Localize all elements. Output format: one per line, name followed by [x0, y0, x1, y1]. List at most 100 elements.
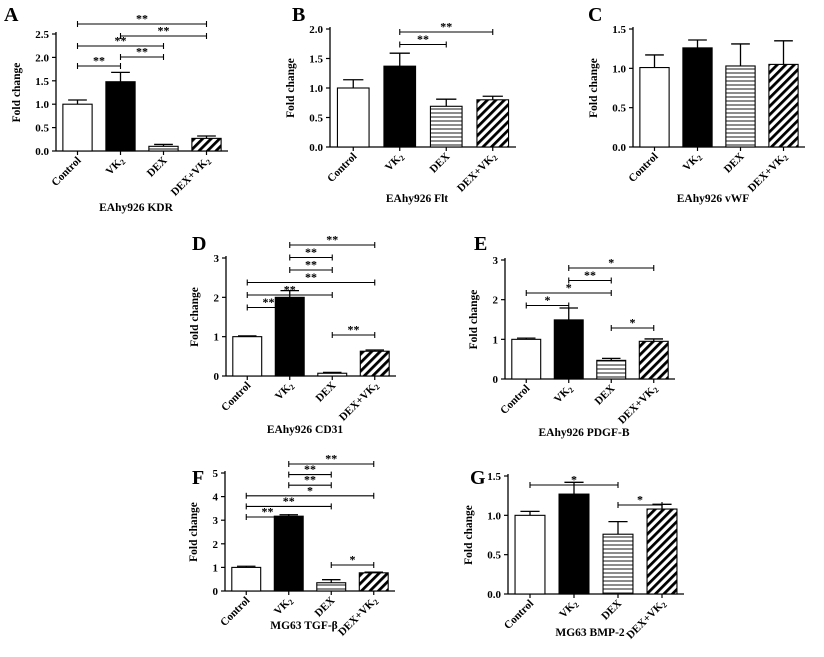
bar-dex — [725, 65, 756, 148]
category-label: Control — [325, 151, 359, 185]
bar-dex — [148, 145, 179, 152]
category-label: Control — [218, 595, 252, 629]
category-text: DEX+VK — [169, 157, 210, 198]
significance-label: ** — [348, 323, 360, 337]
bar-dex — [429, 105, 463, 148]
y-tick-label: 4 — [213, 492, 219, 504]
y-tick-label: 2 — [214, 292, 220, 304]
significance-label: ** — [440, 20, 452, 34]
significance-label: ** — [305, 270, 317, 284]
significance-label: ** — [325, 452, 337, 466]
bar-dex — [596, 359, 627, 380]
panel-letter: B — [292, 4, 305, 26]
significance-label: ** — [158, 24, 170, 38]
panel-C: C 0.0 0.5 1.0 1.5 Fold change Control VK2 DEX DEX… — [588, 4, 805, 205]
bar-dex-vk2 — [476, 99, 510, 148]
category-label: DEX — [312, 595, 337, 620]
significance-label: ** — [417, 32, 429, 46]
y-tick-label: 1 — [213, 562, 219, 574]
category-label: DEX — [427, 151, 452, 176]
category-label: DEX — [599, 598, 624, 623]
category-subscript: 2 — [372, 382, 381, 391]
category-subscript: 2 — [572, 600, 581, 609]
significance-label: * — [566, 281, 572, 295]
y-tick-label: 1 — [493, 334, 499, 346]
category-subscript: 2 — [651, 385, 660, 394]
category-label: DEX+VK2 — [624, 598, 669, 643]
bar-control — [336, 87, 370, 148]
chart-title: EAhy926 vWF — [677, 193, 750, 205]
chart-title: MG63 TGF-β — [270, 620, 338, 632]
category-text: DEX+VK — [455, 153, 496, 194]
significance-label: * — [307, 483, 313, 497]
panel-letter: A — [4, 4, 19, 26]
category-subscript: 2 — [566, 385, 575, 394]
significance-label: ** — [304, 473, 316, 487]
y-tick-label: 3 — [493, 255, 499, 267]
bar-dex-vk2 — [191, 137, 222, 152]
y-tick-label: 0 — [213, 586, 219, 598]
significance-label: ** — [284, 283, 296, 297]
y-tick-label: 2 — [493, 295, 499, 307]
category-label: DEX+VK2 — [455, 151, 500, 196]
y-tick-label: 5 — [213, 468, 219, 480]
y-axis-label: Fold change — [463, 505, 475, 565]
y-tick-label: 0 — [493, 374, 499, 386]
category-label: Control — [49, 155, 83, 189]
significance-label: ** — [305, 258, 317, 272]
significance-label: ** — [584, 268, 596, 282]
category-label: DEX+VK2 — [169, 155, 214, 200]
panel-letter: F — [192, 467, 204, 489]
category-label: Control — [498, 383, 532, 417]
y-tick-label: 1.5 — [612, 24, 626, 36]
y-axis-label: Fold change — [588, 58, 600, 118]
chart-title: EAhy926 PDGF-B — [538, 427, 629, 439]
significance-label: * — [608, 256, 614, 270]
y-tick-label: 0.5 — [35, 123, 49, 135]
y-tick-label: 0.5 — [487, 550, 501, 562]
category-label: VK2 — [552, 383, 576, 407]
significance-label: ** — [326, 233, 338, 247]
y-tick-label: 3 — [213, 515, 219, 527]
y-tick-label: 1.5 — [35, 76, 49, 88]
chart-title: MG63 BMP-2 — [555, 627, 625, 639]
category-label: DEX — [313, 380, 338, 405]
bar-dex — [602, 533, 634, 595]
y-tick-label: 1.0 — [487, 510, 501, 522]
y-tick-label: 2.5 — [35, 29, 49, 41]
y-axis-label: Fold change — [11, 63, 23, 123]
significance-label: ** — [136, 45, 148, 59]
category-label: VK2 — [272, 595, 296, 619]
significance-label: ** — [93, 54, 105, 68]
bar-dex-vk2 — [359, 350, 390, 377]
bar-control — [232, 336, 263, 377]
y-tick-label: 0.5 — [309, 113, 323, 125]
bar-control — [511, 338, 542, 380]
bar-dex-vk2 — [768, 63, 799, 148]
category-subscript: 2 — [287, 382, 296, 391]
category-subscript: 2 — [660, 600, 669, 609]
category-subscript: 2 — [490, 153, 499, 162]
y-tick-label: 0.0 — [487, 589, 501, 601]
significance-label: ** — [262, 505, 274, 519]
category-subscript: 2 — [781, 153, 790, 162]
bar-dex — [317, 372, 348, 377]
bar-dex-vk2 — [358, 572, 389, 592]
category-label: DEX+VK2 — [616, 383, 661, 428]
significance-label: * — [350, 553, 356, 567]
chart-title: EAhy926 CD31 — [267, 424, 344, 436]
y-tick-label: 1.5 — [487, 471, 501, 483]
significance-label: * — [637, 493, 643, 507]
panel-G: G 0.0 0.5 1.0 1.5 Fold change Control VK2 DEX DEX… — [463, 467, 684, 643]
category-label: VK2 — [104, 155, 128, 179]
category-subscript: 2 — [286, 597, 295, 606]
significance-label: ** — [115, 34, 127, 48]
y-axis-label: Fold change — [188, 502, 200, 562]
significance-label: ** — [283, 494, 295, 508]
y-tick-label: 1 — [214, 332, 220, 344]
category-text: DEX+VK — [746, 153, 787, 194]
bar-vk2 — [682, 47, 713, 148]
